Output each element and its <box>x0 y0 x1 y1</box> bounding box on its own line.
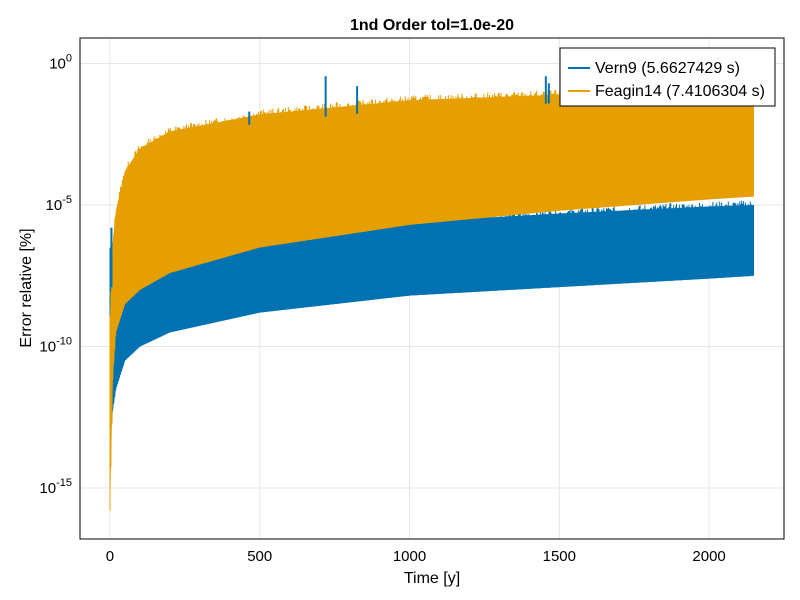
legend: Vern9 (5.6627429 s) Feagin14 (7.4106304 … <box>559 47 776 107</box>
plot-frame <box>79 37 785 540</box>
x-axis-ticks: 0 500 1000 1500 2000 <box>106 548 726 565</box>
x-tick-label: 2000 <box>692 548 725 565</box>
y-axis-label: Error relative [%] <box>18 228 35 347</box>
y-tick-label: 10-5 <box>46 194 72 214</box>
x-tick-label: 500 <box>247 548 272 565</box>
vern9-spikes <box>110 76 550 288</box>
x-tick-label: 1500 <box>543 548 576 565</box>
y-tick-label: 10-15 <box>39 477 72 497</box>
y-tick-label: 100 <box>49 52 72 72</box>
legend-label-feagin14: Feagin14 (7.4106304 s) <box>595 83 765 100</box>
y-tick-label: 10-10 <box>39 336 72 356</box>
legend-label-vern9: Vern9 (5.6627429 s) <box>595 60 740 77</box>
x-axis-label: Time [y] <box>404 570 460 587</box>
x-tick-label: 1000 <box>393 548 426 565</box>
feagin14-series <box>109 84 754 511</box>
chart-title: 1nd Order tol=1.0e-20 <box>350 17 514 34</box>
series-oscillation <box>109 84 754 511</box>
legend-box <box>559 47 776 107</box>
x-tick-label: 0 <box>106 548 114 565</box>
y-axis-ticks: 100 10-5 10-10 10-15 <box>39 52 72 497</box>
